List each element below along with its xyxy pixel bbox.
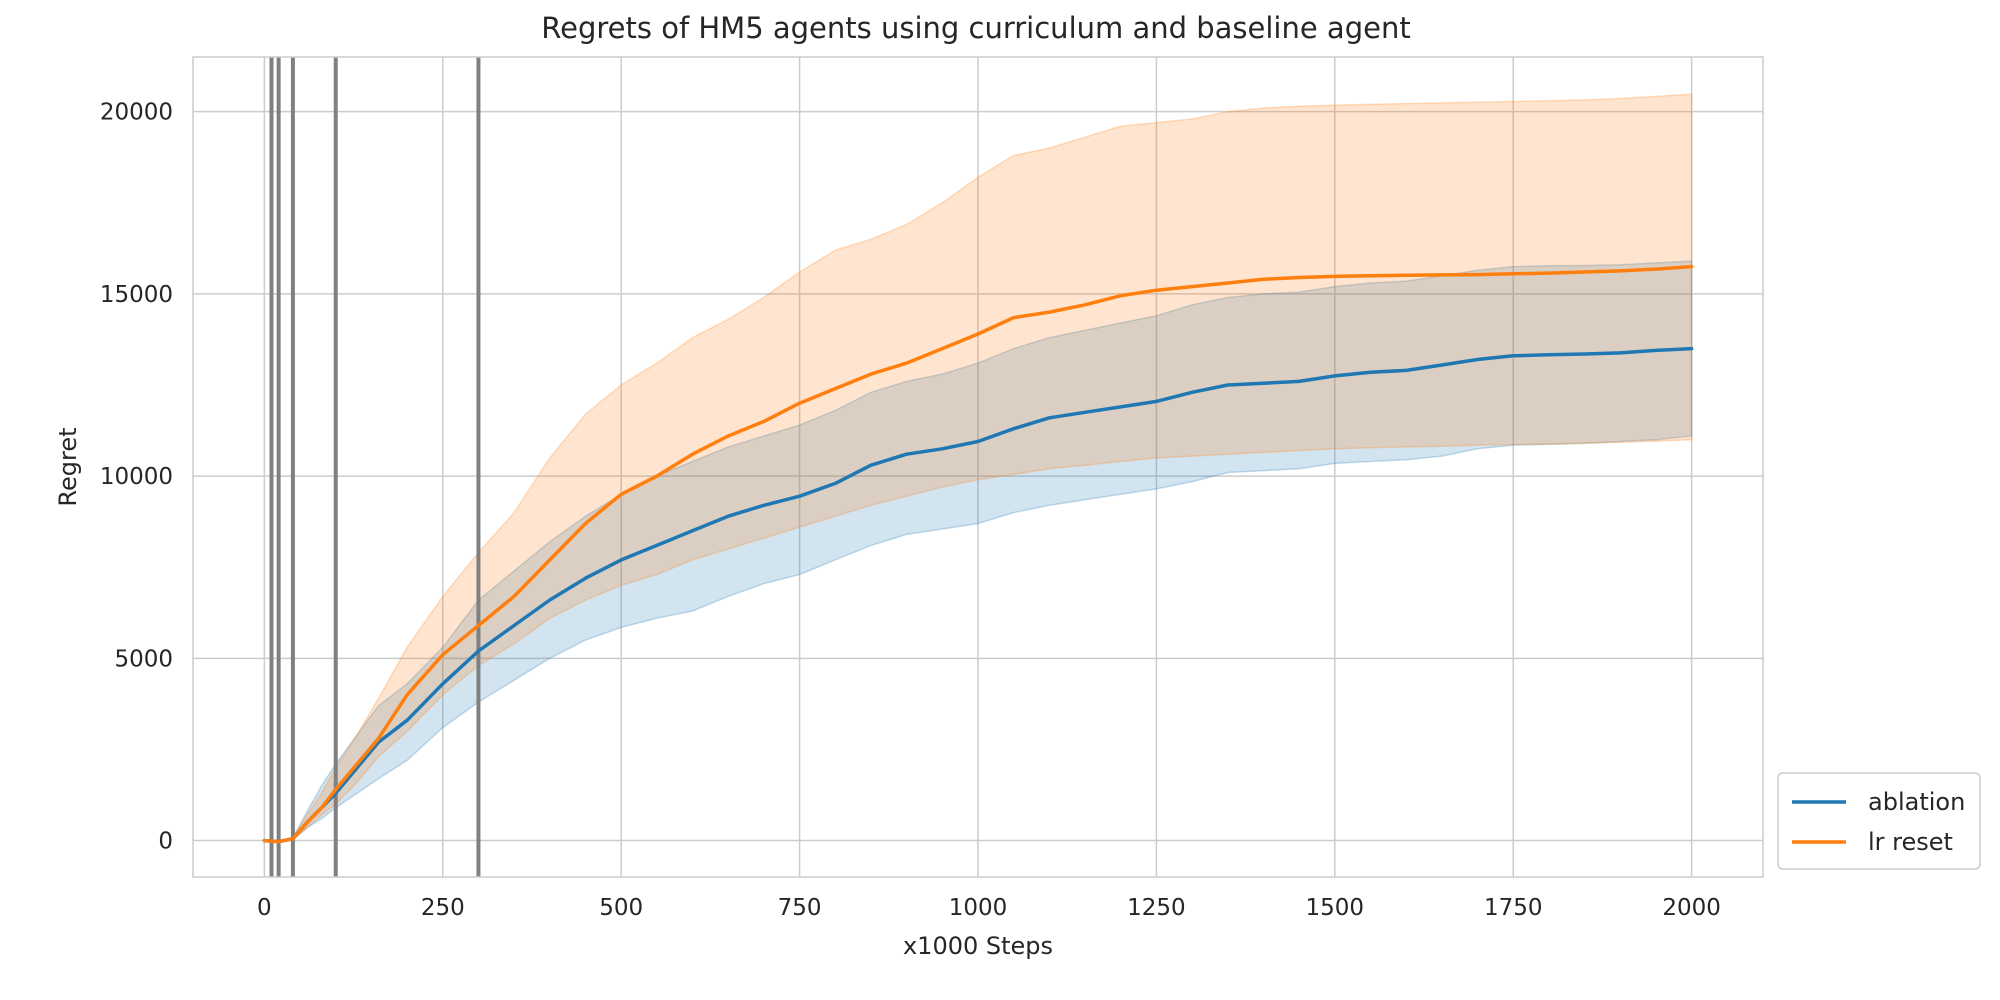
x-tick-label: 1750	[1484, 895, 1543, 921]
y-axis-label: Regret	[54, 427, 82, 506]
x-tick-label: 500	[599, 895, 643, 921]
x-tick-label: 1000	[949, 895, 1008, 921]
x-tick-label: 250	[421, 895, 465, 921]
legend-label-ablation: ablation	[1868, 788, 1965, 816]
legend[interactable]: ablation lr reset	[1777, 772, 1981, 870]
y-tick-label: 0	[158, 829, 173, 855]
x-tick-label: 1500	[1306, 895, 1365, 921]
plot-frame	[192, 56, 1764, 878]
y-tick-labels: 0 5000 10000 15000 20000	[100, 100, 173, 855]
line-lr-reset	[262, 264, 1694, 844]
x-tick-label: 1250	[1127, 895, 1186, 921]
grid	[193, 57, 1763, 877]
series-lines	[262, 264, 1694, 844]
x-tick-label: 0	[257, 895, 272, 921]
y-tick-label: 10000	[100, 464, 173, 490]
y-tick-label: 5000	[114, 646, 173, 672]
legend-box	[1777, 772, 1981, 870]
curriculum-lines	[269, 57, 481, 877]
y-tick-label: 20000	[100, 100, 173, 126]
x-tick-labels: 0 250 500 750 1000 1250 1500 1750 2000	[257, 895, 1721, 921]
y-tick-label: 15000	[100, 282, 173, 308]
chart-title: Regrets of HM5 agents using curriculum a…	[541, 11, 1410, 45]
line-ablation	[262, 346, 1694, 844]
legend-label-lr-reset: lr reset	[1868, 828, 1953, 856]
x-tick-label: 2000	[1662, 895, 1721, 921]
x-tick-label: 750	[778, 895, 822, 921]
x-axis-label: x1000 Steps	[903, 932, 1053, 960]
